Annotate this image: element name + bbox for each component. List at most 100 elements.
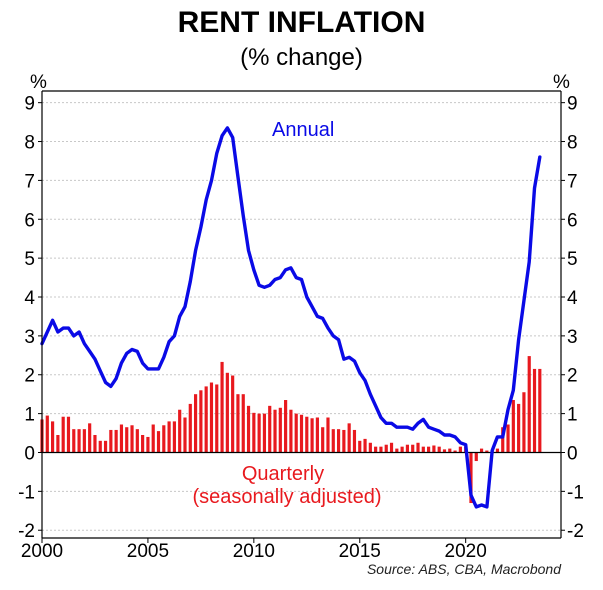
y-tick-left--2: -2 (18, 521, 35, 542)
quarterly-bar (437, 446, 441, 453)
quarterly-bar (183, 417, 187, 453)
quarterly-bar (135, 429, 139, 453)
quarterly-bar (389, 442, 394, 453)
quarterly-bar (88, 423, 92, 453)
quarterly-bar (77, 429, 81, 453)
quarterly-bar (225, 372, 229, 453)
quarterly-bar (236, 394, 240, 453)
quarterly-bar (474, 452, 478, 462)
quarterly-bar (522, 392, 526, 453)
x-tick-2000: 2000 (21, 541, 63, 562)
y-tick-right-6: 6 (567, 210, 578, 231)
quarterly-bar (114, 429, 118, 453)
y-unit-right: % (553, 72, 570, 93)
quarterly-bar (479, 448, 484, 453)
y-tick-right--2: -2 (567, 521, 584, 542)
quarterly-bar (400, 446, 404, 453)
y-tick-left-8: 8 (24, 133, 35, 154)
quarterly-bar (273, 409, 277, 453)
quarterly-bar (188, 403, 192, 453)
quarterly-bar (501, 427, 505, 453)
quarterly-bar (506, 424, 510, 453)
quarterly-bar (294, 413, 298, 453)
quarterly-bar (156, 431, 161, 453)
quarterly-bar (109, 429, 113, 453)
quarterly-bar (453, 450, 457, 453)
quarterly-bar (442, 449, 447, 453)
quarterly-bar (299, 414, 304, 453)
chart-title: RENT INFLATION (177, 6, 426, 39)
quarterly-bar (209, 382, 214, 453)
quarterly-bar (246, 405, 251, 453)
quarterly-bar (61, 416, 65, 453)
quarterly-bar (103, 440, 108, 453)
quarterly-bar (151, 424, 155, 453)
quarterly-bar (72, 429, 76, 453)
quarterly-bar (130, 425, 134, 453)
quarterly-bar (416, 442, 420, 453)
quarterly-bar (458, 446, 462, 453)
y-tick-right-3: 3 (567, 327, 578, 348)
quarterly-bar (66, 416, 71, 453)
quarterly-bar (321, 427, 325, 453)
quarterly-bar (193, 394, 198, 453)
quarterly-bar (199, 390, 203, 453)
y-tick-right-5: 5 (567, 249, 578, 270)
annual-series-line (40, 126, 542, 509)
y-tick-left-1: 1 (24, 405, 35, 426)
quarterly-bar (538, 368, 542, 453)
quarterly-bar (331, 429, 335, 453)
quarterly-bar (342, 429, 346, 453)
y-tick-left-2: 2 (24, 366, 35, 387)
y-tick-right-1: 1 (567, 405, 578, 426)
quarterly-bar (284, 400, 288, 453)
quarterly-bar (257, 413, 261, 453)
y-tick-left-7: 7 (24, 171, 35, 192)
quarterly-bar (93, 434, 97, 453)
y-tick-right--1: -1 (567, 482, 584, 503)
y-tick-right-2: 2 (567, 366, 578, 387)
gridlines (42, 102, 561, 531)
quarterly-bar (374, 446, 378, 453)
quarterly-bar (215, 384, 219, 453)
quarterly-bar (448, 448, 452, 453)
quarterly-bar (125, 427, 129, 453)
chart-subtitle: (% change) (240, 44, 363, 71)
y-tick-right-8: 8 (567, 133, 578, 154)
y-tick-left-9: 9 (24, 94, 35, 115)
quarterly-bar (82, 429, 86, 453)
quarterly-bar (495, 448, 500, 453)
quarterly-bar (405, 444, 410, 453)
quarterly-bar (45, 415, 49, 453)
x-tick-labels: 2000 2005 2010 2015 2020 (21, 538, 487, 562)
y-tick-left-5: 5 (24, 249, 35, 270)
axes (41, 90, 562, 539)
quarterly-bars (40, 356, 542, 504)
quarterly-bar (517, 403, 521, 453)
quarterly-bar (411, 444, 415, 453)
quarterly-series-label-line1: Quarterly (242, 463, 324, 485)
y-tick-left--1: -1 (18, 482, 35, 503)
quarterly-bar (432, 445, 436, 453)
quarterly-bar (527, 356, 531, 453)
quarterly-bar (336, 429, 341, 453)
quarterly-bar (532, 368, 537, 453)
quarterly-bar (379, 446, 383, 453)
y-tick-left-6: 6 (24, 210, 35, 231)
x-tick-2020: 2020 (445, 541, 487, 562)
quarterly-bar (315, 417, 319, 453)
quarterly-series-label-line2: (seasonally adjusted) (193, 486, 382, 508)
quarterly-bar (146, 436, 150, 453)
quarterly-bar (289, 409, 293, 453)
quarterly-bar (204, 386, 208, 453)
quarterly-bar (427, 446, 431, 453)
quarterly-bar (347, 423, 351, 453)
quarterly-bar (98, 440, 102, 453)
x-tick-2010: 2010 (233, 541, 275, 562)
quarterly-bar (51, 421, 55, 453)
annual-series-label: Annual (272, 119, 334, 141)
quarterly-bar (56, 434, 60, 453)
quarterly-bar (231, 375, 235, 453)
quarterly-bar (141, 434, 145, 453)
